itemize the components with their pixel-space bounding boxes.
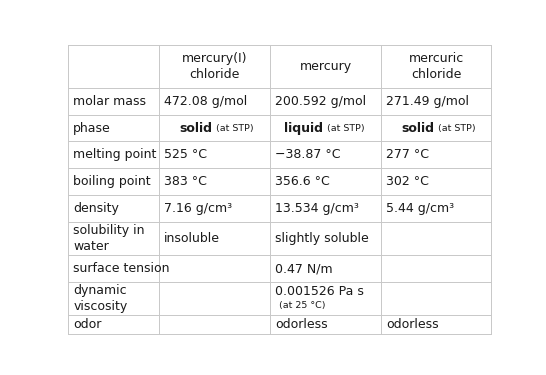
Text: 5.44 g/cm³: 5.44 g/cm³ [386,202,454,215]
Text: odorless: odorless [386,318,438,331]
Text: solid: solid [401,122,434,135]
Text: (at 25 °C): (at 25 °C) [280,302,326,310]
Text: (at STP): (at STP) [324,123,365,132]
Text: phase: phase [73,122,111,135]
Text: (at STP): (at STP) [435,123,476,132]
Text: 356.6 °C: 356.6 °C [275,175,330,188]
Text: solid: solid [180,122,212,135]
Text: 200.592 g/mol: 200.592 g/mol [275,94,366,108]
Text: 383 °C: 383 °C [164,175,207,188]
Text: melting point: melting point [73,148,157,161]
Text: 0.47 N/m: 0.47 N/m [275,262,333,275]
Text: odor: odor [73,318,102,331]
Text: 472.08 g/mol: 472.08 g/mol [164,94,247,108]
Text: −38.87 °C: −38.87 °C [275,148,341,161]
Text: (at STP): (at STP) [213,123,254,132]
Text: odorless: odorless [275,318,328,331]
Text: 0.001526 Pa s: 0.001526 Pa s [275,285,364,298]
Text: mercury(I)
chloride: mercury(I) chloride [182,52,247,81]
Text: 271.49 g/mol: 271.49 g/mol [386,94,469,108]
Text: 13.534 g/cm³: 13.534 g/cm³ [275,202,359,215]
Text: liquid: liquid [284,122,323,135]
Text: molar mass: molar mass [73,94,146,108]
Text: slightly soluble: slightly soluble [275,232,369,245]
Text: density: density [73,202,119,215]
Text: insoluble: insoluble [164,232,220,245]
Text: mercuric
chloride: mercuric chloride [408,52,464,81]
Text: mercury: mercury [299,60,352,73]
Text: surface tension: surface tension [73,262,170,275]
Text: 525 °C: 525 °C [164,148,207,161]
Text: 277 °C: 277 °C [386,148,429,161]
Text: boiling point: boiling point [73,175,151,188]
Text: solubility in
water: solubility in water [73,224,145,253]
Text: 7.16 g/cm³: 7.16 g/cm³ [164,202,233,215]
Text: dynamic
viscosity: dynamic viscosity [73,284,128,313]
Text: 302 °C: 302 °C [386,175,429,188]
